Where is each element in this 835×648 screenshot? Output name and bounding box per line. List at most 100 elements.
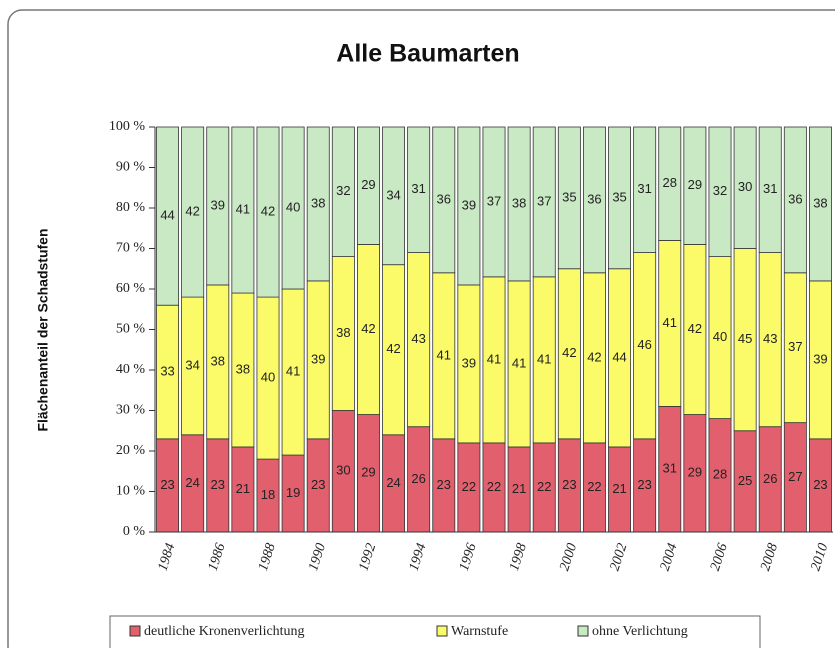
value-label: 42 <box>562 345 576 360</box>
value-label: 39 <box>813 351 827 366</box>
legend-swatch <box>129 625 141 637</box>
value-label: 25 <box>738 473 752 488</box>
bar-segment <box>457 126 481 286</box>
bar-segment <box>181 126 205 298</box>
y-tick-label: 100 % <box>109 119 146 134</box>
value-label: 37 <box>487 193 501 208</box>
value-label: 34 <box>386 187 400 202</box>
bar-segment <box>532 126 556 278</box>
y-tick-label: 90 % <box>116 160 146 175</box>
legend-label: ohne Verlichtung <box>592 624 688 639</box>
chart-title: Alle Baumarten <box>336 40 519 68</box>
value-label: 41 <box>286 363 300 378</box>
value-label: 42 <box>261 203 275 218</box>
value-label: 24 <box>386 475 400 490</box>
value-label: 34 <box>185 357 199 372</box>
y-tick-label: 30 % <box>116 403 146 418</box>
bar-segment <box>382 126 406 266</box>
value-label: 23 <box>160 477 174 492</box>
bar-segment <box>482 126 506 278</box>
value-label: 22 <box>462 479 476 494</box>
value-label: 38 <box>211 353 225 368</box>
bar-segment <box>708 126 732 258</box>
bar-segment <box>783 126 807 274</box>
value-label: 26 <box>763 471 777 486</box>
value-label: 28 <box>663 175 677 190</box>
value-label: 43 <box>763 331 777 346</box>
bar-segment <box>356 126 380 245</box>
bar-segment <box>306 126 330 282</box>
legend-swatch <box>436 625 448 637</box>
value-label: 40 <box>713 329 727 344</box>
value-label: 42 <box>688 321 702 336</box>
value-label: 38 <box>311 195 325 210</box>
value-label: 23 <box>211 477 225 492</box>
legend-swatch <box>577 625 589 637</box>
value-label: 42 <box>361 321 375 336</box>
value-label: 40 <box>286 199 300 214</box>
value-label: 38 <box>813 195 827 210</box>
value-label: 32 <box>336 183 350 198</box>
bar-segment <box>256 126 280 298</box>
y-tick-label: 20 % <box>116 443 146 458</box>
value-label: 41 <box>512 355 526 370</box>
value-label: 42 <box>386 341 400 356</box>
value-label: 39 <box>211 197 225 212</box>
bar-segment <box>206 126 230 286</box>
value-label: 38 <box>236 361 250 376</box>
bar-segment <box>231 126 255 294</box>
bar-segment <box>281 126 305 290</box>
value-label: 41 <box>487 351 501 366</box>
value-label: 23 <box>562 477 576 492</box>
bar-segment <box>658 126 682 241</box>
value-label: 38 <box>336 325 350 340</box>
value-label: 38 <box>512 195 526 210</box>
bar-segment <box>432 126 456 274</box>
value-label: 31 <box>663 461 677 476</box>
value-label: 23 <box>437 477 451 492</box>
value-label: 30 <box>738 179 752 194</box>
value-label: 40 <box>261 370 275 385</box>
y-tick-label: 60 % <box>116 281 146 296</box>
bar-segment <box>633 126 657 253</box>
legend <box>109 615 761 648</box>
bar-segment <box>808 126 832 282</box>
value-label: 37 <box>788 339 802 354</box>
value-label: 26 <box>411 471 425 486</box>
value-label: 21 <box>236 481 250 496</box>
value-label: 35 <box>612 189 626 204</box>
bar-segment <box>507 126 531 282</box>
value-label: 37 <box>537 193 551 208</box>
value-label: 39 <box>311 351 325 366</box>
value-label: 23 <box>813 477 827 492</box>
value-label: 27 <box>788 469 802 484</box>
value-label: 29 <box>361 177 375 192</box>
value-label: 35 <box>562 189 576 204</box>
value-label: 41 <box>537 351 551 366</box>
value-label: 22 <box>587 479 601 494</box>
value-label: 31 <box>411 181 425 196</box>
value-label: 36 <box>437 191 451 206</box>
bar-segment <box>331 126 355 258</box>
value-label: 29 <box>688 177 702 192</box>
value-label: 39 <box>462 197 476 212</box>
y-tick-label: 70 % <box>116 241 146 256</box>
value-label: 41 <box>663 315 677 330</box>
value-label: 36 <box>587 191 601 206</box>
value-label: 43 <box>411 331 425 346</box>
y-tick-label: 0 % <box>123 524 146 539</box>
value-label: 41 <box>236 201 250 216</box>
y-tick-label: 50 % <box>116 322 146 337</box>
value-label: 32 <box>713 183 727 198</box>
value-label: 46 <box>637 337 651 352</box>
value-label: 19 <box>286 485 300 500</box>
y-axis-label: Flächenanteil der Schadstufen <box>35 228 51 431</box>
value-label: 42 <box>185 203 199 218</box>
value-label: 42 <box>587 349 601 364</box>
value-label: 21 <box>512 481 526 496</box>
value-label: 39 <box>462 355 476 370</box>
value-label: 31 <box>763 181 777 196</box>
value-label: 36 <box>788 191 802 206</box>
value-label: 21 <box>612 481 626 496</box>
